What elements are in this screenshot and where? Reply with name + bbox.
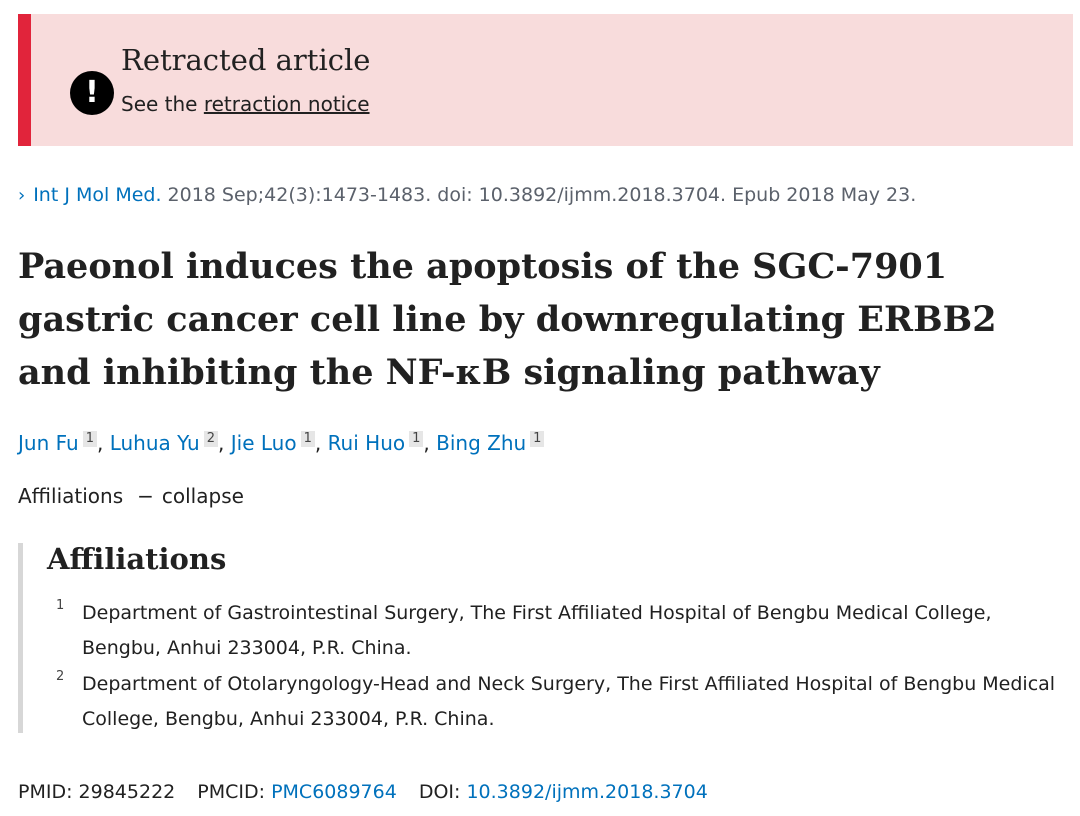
banner-accent-bar xyxy=(18,14,31,146)
affiliation-ref[interactable]: 2 xyxy=(203,431,219,447)
author-link[interactable]: Bing Zhu xyxy=(436,431,527,455)
affiliation-ref[interactable]: 1 xyxy=(300,431,315,447)
citation-line: › Int J Mol Med. 2018 Sep;42(3):1473-1483… xyxy=(18,181,916,210)
affiliations-panel: Affiliations 1 Department of Gastrointes… xyxy=(18,542,1068,733)
article-title: Paeonol induces the apoptosis of the SGC… xyxy=(18,246,997,393)
citation-details: 2018 Sep;42(3):1473-1483. doi: 10.3892/i… xyxy=(161,184,917,206)
journal-link[interactable]: Int J Mol Med. xyxy=(33,184,162,206)
exclamation-icon: ! xyxy=(70,71,114,115)
pmcid-link[interactable]: PMC6089764 xyxy=(271,781,397,803)
author-link[interactable]: Rui Huo xyxy=(327,431,406,455)
retraction-banner: ! Retracted article See the retraction n… xyxy=(18,14,1073,146)
affiliation-number: 2 xyxy=(56,669,65,684)
identifiers-line: PMID: 29845222 PMCID: PMC6089764 DOI: 10.3… xyxy=(18,778,708,806)
author-link[interactable]: Luhua Yu xyxy=(109,431,200,455)
affiliation-ref[interactable]: 1 xyxy=(530,431,545,447)
affiliation-text: Department of Gastrointestinal Surgery, … xyxy=(82,602,992,659)
affiliation-ref[interactable]: 1 xyxy=(82,431,97,447)
affiliations-toggle-label: Affiliations xyxy=(18,484,124,508)
chevron-right-icon[interactable]: › xyxy=(18,185,26,206)
author-link[interactable]: Jie Luo xyxy=(230,431,297,455)
collapse-label: collapse xyxy=(161,484,244,508)
pmid-label: PMID: xyxy=(18,781,73,803)
panel-left-rule xyxy=(18,543,23,733)
minus-icon: − xyxy=(137,484,154,508)
author-link[interactable]: Jun Fu xyxy=(18,431,79,455)
retraction-notice-link[interactable]: retraction notice xyxy=(203,92,370,116)
affiliation-text: Department of Otolaryngology-Head and Ne… xyxy=(82,673,1056,730)
affiliation-number: 1 xyxy=(56,598,65,613)
banner-title: Retracted article xyxy=(121,43,371,77)
pmid-value: 29845222 xyxy=(78,781,176,803)
banner-text-prefix: See the xyxy=(121,92,204,116)
pmcid-label: PMCID: xyxy=(197,781,266,803)
doi-label: DOI: xyxy=(418,781,461,803)
affiliations-toggle[interactable]: Affiliations − collapse xyxy=(18,482,244,510)
author-list: Jun Fu 1, Luhua Yu 2, Jie Luo 1, Rui Huo 1, … xyxy=(18,427,545,459)
affiliation-ref[interactable]: 1 xyxy=(409,431,424,447)
affiliations-heading: Affiliations xyxy=(47,542,227,576)
doi-link[interactable]: 10.3892/ijmm.2018.3704 xyxy=(466,781,708,803)
banner-text: See the retraction notice xyxy=(121,90,370,118)
